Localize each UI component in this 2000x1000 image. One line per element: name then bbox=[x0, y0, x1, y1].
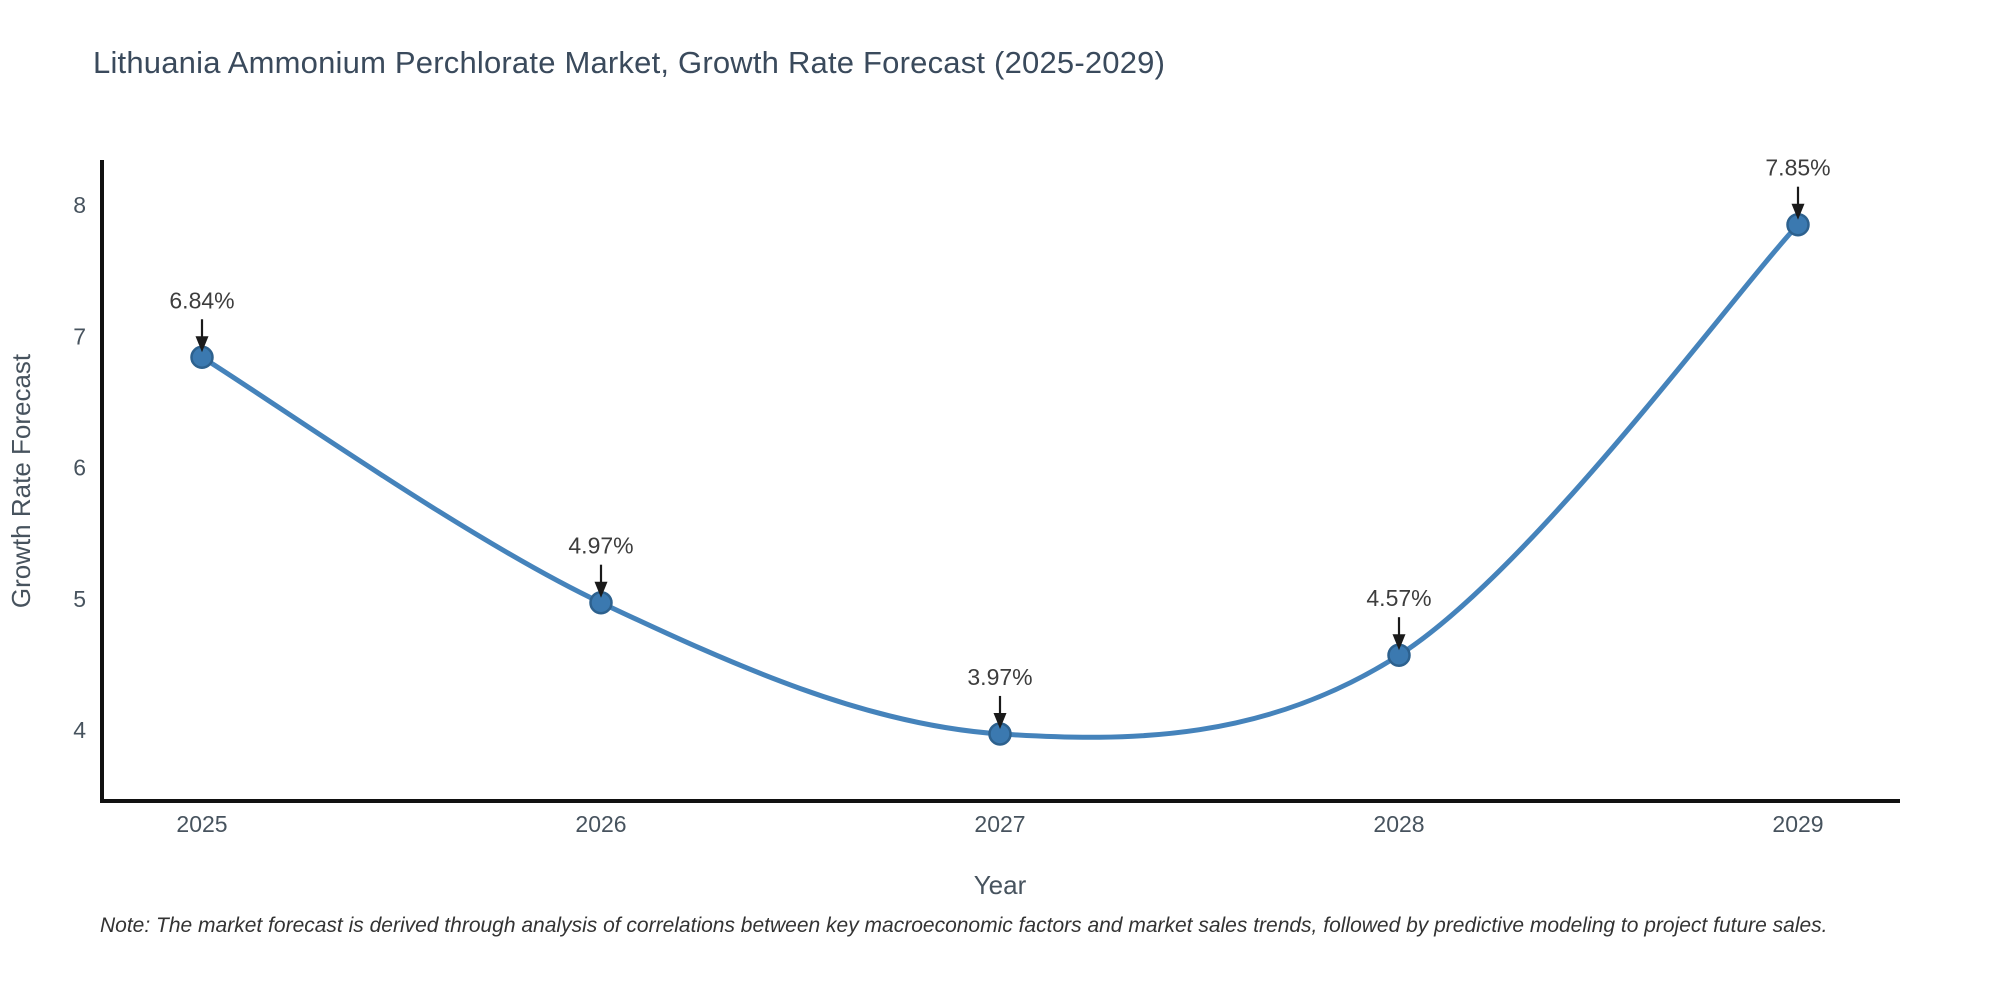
y-axis-title: Growth Rate Forecast bbox=[6, 353, 36, 608]
annotation-label: 4.97% bbox=[568, 533, 633, 559]
annotation-label: 6.84% bbox=[169, 287, 234, 313]
x-tick-label: 2025 bbox=[176, 811, 227, 837]
y-tick-label: 6 bbox=[73, 455, 86, 481]
y-tick-label: 7 bbox=[73, 323, 86, 349]
x-axis-title: Year bbox=[974, 870, 1027, 900]
annotation-arrow-head bbox=[195, 336, 209, 353]
y-tick-label: 5 bbox=[73, 586, 86, 612]
footnote: Note: The market forecast is derived thr… bbox=[100, 914, 1828, 937]
annotation-label: 3.97% bbox=[967, 664, 1032, 690]
x-tick-label: 2028 bbox=[1373, 811, 1424, 837]
annotation-arrow-head bbox=[594, 581, 608, 598]
y-tick-label: 4 bbox=[73, 717, 86, 743]
series-line bbox=[199, 222, 1801, 740]
annotation-arrow-head bbox=[1791, 203, 1805, 220]
x-tick-label: 2027 bbox=[974, 811, 1025, 837]
annotation-arrow-head bbox=[1392, 634, 1406, 651]
annotation-label: 7.85% bbox=[1765, 155, 1830, 181]
x-tick-label: 2026 bbox=[575, 811, 626, 837]
y-tick-label: 8 bbox=[73, 192, 86, 218]
chart-title: Lithuania Ammonium Perchlorate Market, G… bbox=[93, 45, 1166, 80]
x-tick-label: 2029 bbox=[1772, 811, 1823, 837]
annotation-label: 4.57% bbox=[1366, 585, 1431, 611]
annotation-arrow-head bbox=[993, 712, 1007, 729]
